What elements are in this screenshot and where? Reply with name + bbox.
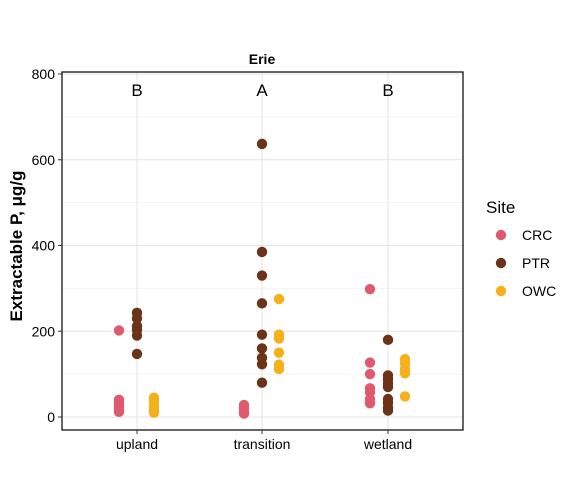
data-point-ptr	[256, 298, 268, 309]
data-point-ptr	[256, 359, 268, 370]
data-point-crc	[113, 325, 125, 336]
y-tick-label: 400	[32, 238, 56, 254]
legend-key-owc	[495, 285, 507, 297]
data-point-ptr	[131, 313, 143, 324]
significance-letter: A	[256, 81, 268, 100]
y-tick-label: 200	[32, 323, 56, 339]
data-point-ptr	[256, 138, 268, 150]
legend-title: Site	[486, 198, 515, 217]
data-point-ptr	[382, 381, 394, 393]
data-point-ptr	[382, 334, 394, 346]
data-point-owc	[148, 407, 160, 418]
data-point-owc	[273, 293, 285, 305]
data-point-ptr	[256, 270, 268, 281]
data-point-crc	[364, 284, 376, 295]
data-point-ptr	[256, 246, 268, 258]
data-point-crc	[238, 408, 250, 419]
y-tick-label: 600	[32, 152, 56, 168]
significance-letter: B	[382, 81, 393, 100]
data-point-ptr	[382, 405, 394, 416]
x-tick-label: upland	[116, 436, 158, 452]
x-tick-label: transition	[234, 436, 291, 452]
data-point-owc	[399, 391, 411, 402]
y-axis-label: Extractable P, μg/g	[7, 171, 26, 322]
y-tick-label: 800	[32, 66, 56, 82]
data-point-ptr	[131, 330, 143, 341]
legend-key-ptr	[495, 257, 507, 269]
legend-label-owc: OWC	[522, 283, 556, 299]
plot-area: 0 200 400 600 800 upland transition wetland B A B	[32, 66, 464, 452]
significance-letter: B	[131, 81, 142, 100]
data-point-owc	[399, 368, 411, 379]
data-point-owc	[273, 347, 285, 358]
data-point-owc	[273, 333, 285, 344]
data-point-crc	[364, 398, 376, 409]
data-point-ptr	[256, 377, 268, 388]
legend-key-crc	[495, 229, 507, 241]
data-point-crc	[364, 357, 376, 368]
legend-label-ptr: PTR	[522, 255, 550, 271]
y-tick-label: 0	[47, 409, 55, 425]
legend-label-crc: CRC	[522, 227, 552, 243]
chart-title: Erie	[249, 51, 276, 67]
legend: Site CRC PTR OWC	[486, 198, 556, 299]
data-point-owc	[273, 363, 285, 375]
data-point-ptr	[256, 329, 268, 340]
x-tick-label: wetland	[363, 436, 412, 452]
data-point-crc	[113, 406, 125, 418]
data-point-ptr	[256, 343, 268, 354]
data-point-crc	[364, 368, 376, 380]
data-point-ptr	[131, 348, 143, 360]
